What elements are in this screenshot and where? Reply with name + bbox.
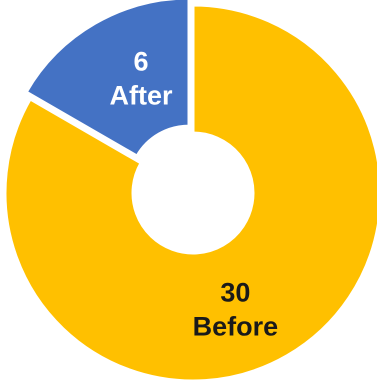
donut-labels: 30 Before 6 After xyxy=(109,46,278,341)
slice-value-label-after: 6 xyxy=(133,46,148,76)
slice-category-label-before: Before xyxy=(193,312,279,342)
donut-slices xyxy=(3,0,377,382)
slice-after xyxy=(24,0,191,159)
slice-value-label-before: 30 xyxy=(220,278,250,308)
slice-category-label-after: After xyxy=(109,80,172,110)
